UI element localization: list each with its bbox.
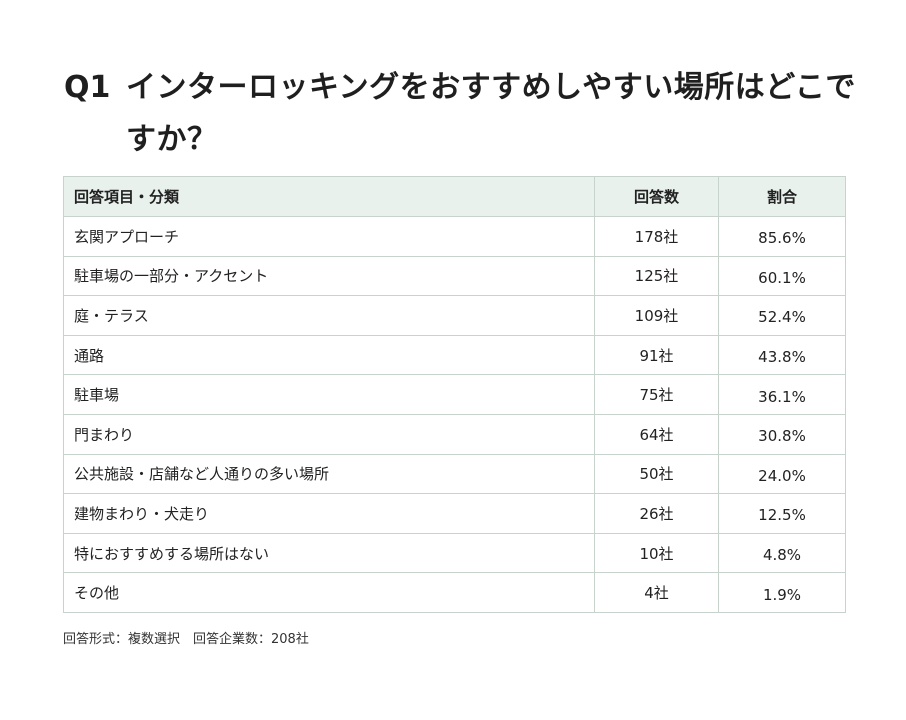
row-ratio-value: 52.4% xyxy=(758,308,806,327)
results-table: 回答項目・分類 回答数 割合 玄関アプローチ 178社 85.6% 駐車場の一部… xyxy=(63,176,846,613)
row-count: 4社 xyxy=(594,572,719,613)
row-count: 109社 xyxy=(594,295,719,336)
table-row: その他 4社 1.9% xyxy=(63,572,846,613)
question-title: Q1 インターロッキングをおすすめしやすい場所はどこですか？ xyxy=(64,62,864,166)
row-count: 10社 xyxy=(594,532,719,574)
row-count: 75社 xyxy=(594,374,719,415)
header-item: 回答項目・分類 xyxy=(63,176,595,217)
row-item: 通路 xyxy=(63,334,595,376)
table-row: 公共施設・店舗など人通りの多い場所 50社 24.0% xyxy=(63,453,846,495)
table-row: 庭・テラス 109社 52.4% xyxy=(63,295,846,336)
row-ratio-value: 30.8% xyxy=(758,427,806,446)
header-count: 回答数 xyxy=(594,176,719,217)
row-ratio-value: 85.6% xyxy=(758,229,806,248)
table-row: 門まわり 64社 30.8% xyxy=(63,413,846,455)
footnote: 回答形式：複数選択 回答企業数：208社 xyxy=(63,632,309,647)
row-count: 91社 xyxy=(594,334,719,376)
row-count: 64社 xyxy=(594,413,719,455)
question-text: インターロッキングをおすすめしやすい場所はどこですか？ xyxy=(126,70,856,157)
row-item: 駐車場 xyxy=(63,374,595,415)
table-header-row: 回答項目・分類 回答数 割合 xyxy=(63,176,846,217)
row-ratio: 85.6% xyxy=(718,216,846,257)
row-count: 178社 xyxy=(594,216,719,257)
row-item: 建物まわり・犬走り xyxy=(63,493,595,534)
row-ratio-value: 36.1% xyxy=(758,387,806,406)
table-row: 通路 91社 43.8% xyxy=(63,334,846,376)
row-ratio: 24.0% xyxy=(718,453,846,495)
row-ratio-value: 24.0% xyxy=(758,466,806,485)
row-count: 26社 xyxy=(594,493,719,534)
table-row: 建物まわり・犬走り 26社 12.5% xyxy=(63,493,846,534)
row-item: 玄関アプローチ xyxy=(63,216,595,257)
row-ratio-value: 12.5% xyxy=(758,506,806,525)
table-row: 駐車場の一部分・アクセント 125社 60.1% xyxy=(63,255,846,297)
row-ratio: 43.8% xyxy=(718,334,846,376)
table-row: 駐車場 75社 36.1% xyxy=(63,374,846,415)
row-ratio: 12.5% xyxy=(718,493,846,534)
row-item: 特におすすめする場所はない xyxy=(63,532,595,574)
row-ratio-value: 4.8% xyxy=(762,546,802,565)
row-item: 駐車場の一部分・アクセント xyxy=(63,255,595,297)
row-count: 50社 xyxy=(594,453,719,495)
table-row: 玄関アプローチ 178社 85.6% xyxy=(63,216,846,257)
row-count: 125社 xyxy=(594,255,719,297)
row-ratio-value: 1.9% xyxy=(762,585,802,604)
row-ratio: 30.8% xyxy=(718,413,846,455)
row-ratio: 52.4% xyxy=(718,295,846,336)
row-ratio-value: 60.1% xyxy=(758,268,806,287)
question-number: Q1 xyxy=(64,70,111,105)
row-ratio: 60.1% xyxy=(718,255,846,297)
row-ratio-value: 43.8% xyxy=(758,348,806,367)
row-item: 門まわり xyxy=(63,413,595,455)
row-ratio: 36.1% xyxy=(718,374,846,415)
table-row: 特におすすめする場所はない 10社 4.8% xyxy=(63,532,846,574)
row-ratio: 1.9% xyxy=(718,572,846,613)
row-ratio: 4.8% xyxy=(718,532,846,574)
row-item: 公共施設・店舗など人通りの多い場所 xyxy=(63,453,595,495)
row-item: その他 xyxy=(63,572,595,613)
row-item: 庭・テラス xyxy=(63,295,595,336)
header-ratio: 割合 xyxy=(718,176,846,217)
